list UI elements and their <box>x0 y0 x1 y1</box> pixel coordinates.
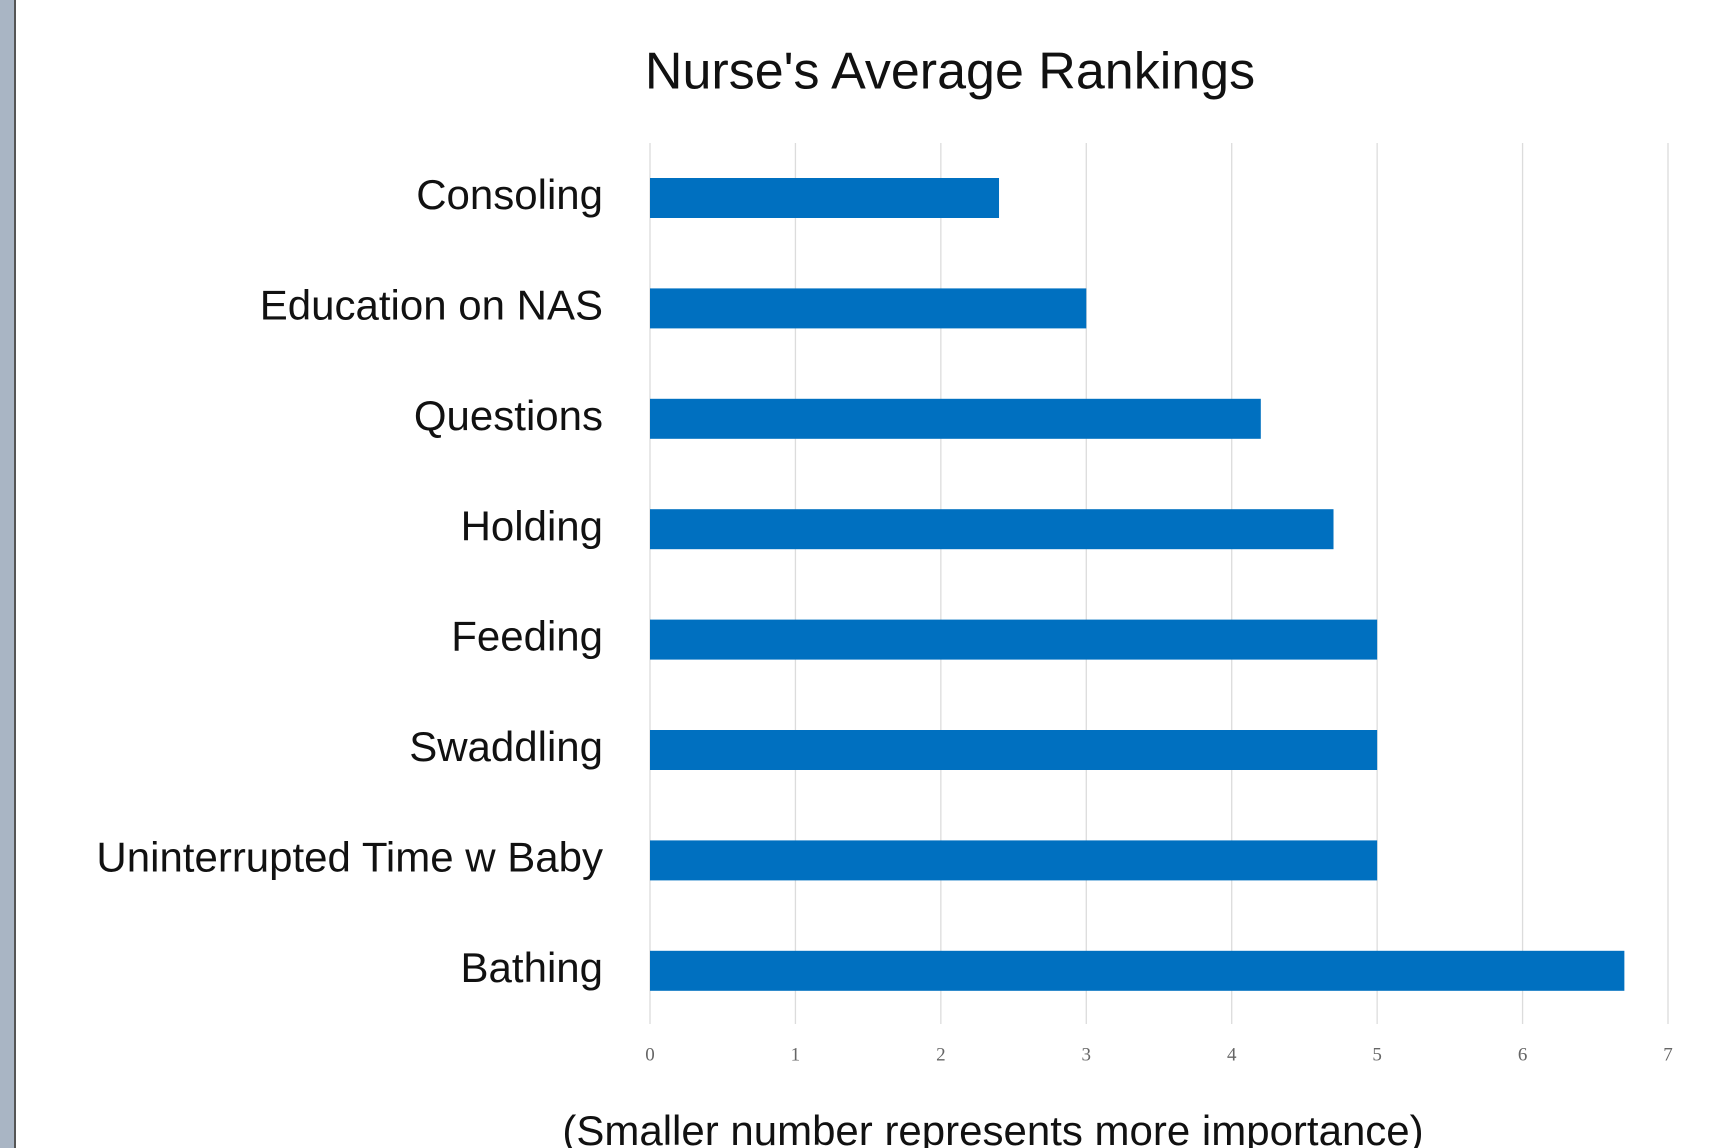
x-tick-label: 3 <box>1082 1044 1092 1065</box>
bar <box>650 178 1000 218</box>
bar <box>650 840 1378 881</box>
bar <box>650 509 1334 550</box>
x-tick-label: 4 <box>1227 1044 1237 1065</box>
chart-title: Nurse's Average Rankings <box>645 43 1255 101</box>
x-tick-label: 1 <box>791 1044 801 1065</box>
bar <box>650 398 1261 439</box>
y-tick-label: Feeding <box>451 613 603 660</box>
y-tick-label: Consoling <box>416 171 603 218</box>
bar <box>650 619 1378 660</box>
x-tick-label: 5 <box>1372 1044 1382 1065</box>
left-border <box>0 0 15 1148</box>
y-tick-label: Education on NAS <box>260 281 603 328</box>
x-tick-label: 7 <box>1663 1044 1673 1065</box>
bar <box>650 730 1378 770</box>
y-tick-label: Uninterrupted Time w Baby <box>96 833 603 880</box>
x-tick-label: 6 <box>1518 1044 1528 1065</box>
chart-subtitle: (Smaller number represents more importan… <box>562 1107 1423 1148</box>
y-tick-label: Bathing <box>461 944 603 991</box>
y-tick-label: Holding <box>461 502 603 549</box>
y-tick-label: Swaddling <box>409 723 603 770</box>
bar <box>650 288 1087 329</box>
x-tick-label: 2 <box>936 1044 946 1065</box>
bar <box>650 950 1625 991</box>
x-tick-label: 0 <box>645 1044 655 1065</box>
y-tick-label: Questions <box>414 392 603 439</box>
